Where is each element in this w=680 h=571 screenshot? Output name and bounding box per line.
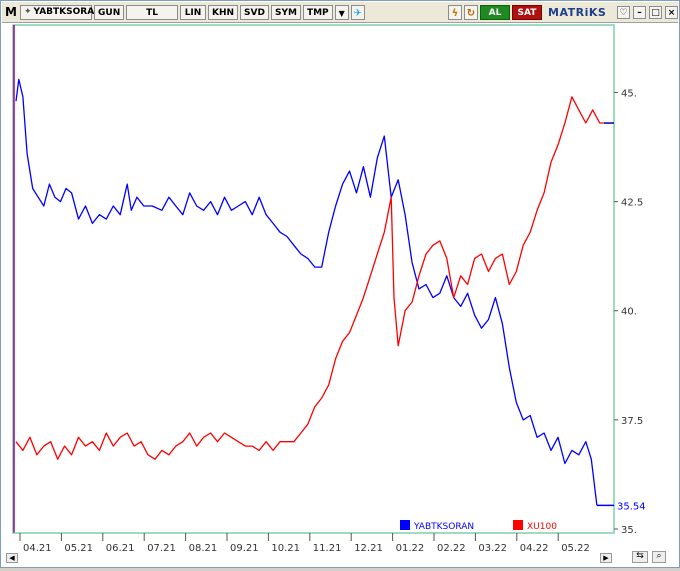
star-icon: ✦ bbox=[24, 6, 32, 17]
heart-icon[interactable]: ♡ bbox=[617, 5, 630, 19]
currency-button[interactable]: TL bbox=[126, 4, 178, 20]
x-tick-label: 07.21 bbox=[147, 543, 176, 554]
x-tick-label: 09.21 bbox=[230, 543, 259, 554]
linear-scale-button[interactable]: LIN bbox=[180, 4, 206, 20]
x-tick-label: 04.21 bbox=[23, 543, 52, 554]
x-tick-label: 08.21 bbox=[189, 543, 218, 554]
series-line-xu100 bbox=[15, 96, 604, 460]
legend-label: XU100 bbox=[527, 522, 557, 532]
sell-button[interactable]: SAT bbox=[512, 4, 542, 20]
y-tick-label: 42.5 bbox=[621, 198, 643, 209]
line-chart[interactable]: 45. 42.5 40. 37.5 35. 04.21 05.21 06.21 07.21 08… bbox=[2, 23, 678, 567]
y-tick-label: 45. bbox=[621, 88, 637, 99]
last-value-label: 35.54 bbox=[617, 501, 646, 512]
symbol-selector[interactable]: ✦ YABTKSORAN bbox=[20, 4, 102, 20]
minimize-icon[interactable]: – bbox=[633, 5, 646, 19]
x-tick-label: 12.21 bbox=[354, 543, 383, 554]
x-tick-label: 03.22 bbox=[478, 543, 507, 554]
sync-icon[interactable]: ⇆ bbox=[632, 551, 648, 563]
x-tick-label: 10.21 bbox=[271, 543, 300, 554]
x-tick-label: 11.21 bbox=[313, 543, 342, 554]
chart-background bbox=[2, 23, 678, 567]
maximize-icon[interactable]: □ bbox=[649, 5, 662, 19]
y-tick-label: 37.5 bbox=[621, 416, 643, 427]
period-button[interactable]: GUN bbox=[94, 4, 124, 20]
scroll-right-button[interactable]: ▶ bbox=[600, 553, 612, 563]
legend-swatch bbox=[513, 520, 523, 530]
x-tick-label: 05.22 bbox=[561, 543, 590, 554]
x-tick-label: 01.22 bbox=[396, 543, 425, 554]
y-tick-label: 40. bbox=[621, 307, 637, 318]
close-icon[interactable]: × bbox=[665, 5, 678, 19]
chart-toolbar: M ✦ YABTKSORAN GUN TL LIN KHN SVD SYM TM… bbox=[2, 2, 678, 23]
y-tick-label: 35. bbox=[621, 525, 637, 536]
refresh-icon[interactable]: ↻ bbox=[464, 4, 478, 20]
x-tick-label: 05.21 bbox=[64, 543, 93, 554]
sym-button[interactable]: SYM bbox=[270, 4, 301, 20]
buy-button[interactable]: AL bbox=[480, 4, 510, 20]
x-tick-label: 06.21 bbox=[106, 543, 135, 554]
twitter-icon[interactable]: ✈ bbox=[350, 4, 365, 20]
khn-button[interactable]: KHN bbox=[208, 4, 239, 20]
symbol-label: YABTKSORAN bbox=[33, 6, 102, 17]
chevron-down-icon[interactable]: ▼ bbox=[334, 4, 349, 20]
chart-area[interactable]: 45. 42.5 40. 37.5 35. 04.21 05.21 06.21 07.21 08… bbox=[2, 23, 678, 567]
legend-swatch bbox=[400, 520, 410, 530]
zoom-icon[interactable]: ⌕ bbox=[652, 551, 666, 563]
menu-button[interactable]: M bbox=[5, 4, 17, 19]
tmp-button[interactable]: TMP bbox=[302, 4, 333, 20]
series-line-yabtksoran bbox=[15, 78, 598, 506]
legend-label: YABTKSORAN bbox=[413, 522, 474, 532]
x-tick-label: 02.22 bbox=[437, 543, 466, 554]
svd-button[interactable]: SVD bbox=[240, 4, 269, 20]
scroll-left-button[interactable]: ◀ bbox=[6, 553, 18, 563]
x-tick-label: 04.22 bbox=[520, 543, 549, 554]
lightning-icon[interactable]: ϟ bbox=[448, 4, 462, 20]
brand-logo: MATRiKS bbox=[548, 5, 607, 19]
